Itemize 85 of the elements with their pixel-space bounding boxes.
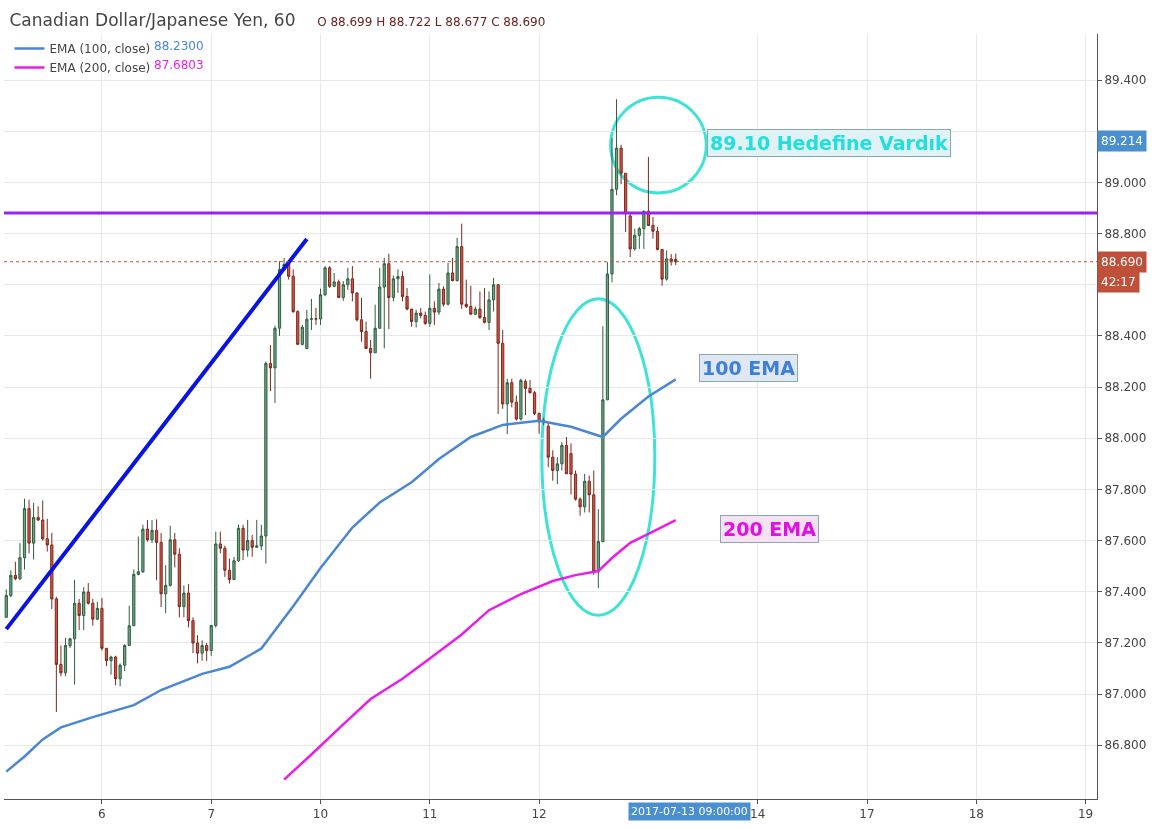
candlestick <box>109 655 113 676</box>
candlestick <box>113 655 118 686</box>
candlestick <box>455 237 459 282</box>
candlestick <box>27 499 31 554</box>
y-tick-label: 89.400 <box>1104 73 1147 88</box>
annotation: 200 EMA <box>723 518 817 540</box>
y-tick-label: 87.200 <box>1104 636 1147 651</box>
x-tick-label: 14 <box>750 807 766 822</box>
y-tick-label: 88.400 <box>1104 329 1147 344</box>
y-tick-label: 88.000 <box>1104 431 1147 446</box>
candlestick <box>382 257 386 349</box>
candlestick <box>255 519 259 549</box>
line-series <box>5 378 677 773</box>
line-series <box>282 518 677 781</box>
y-tick-label: 87.800 <box>1104 482 1147 497</box>
candlestick <box>268 344 273 392</box>
x-tick-label: 19 <box>1077 807 1094 822</box>
text: 2017-07-13 09:00:00 <box>631 805 748 818</box>
candlestick <box>460 223 464 310</box>
annotation: 89.10 Hedefine Vardık <box>710 132 949 154</box>
ref-line-label: 88.690 <box>1101 255 1143 269</box>
candlestick <box>387 253 391 330</box>
x-tick-label: 10 <box>312 807 329 822</box>
candlestick <box>145 519 150 543</box>
y-tick-label: 87.000 <box>1104 687 1147 702</box>
candlestick <box>437 282 441 316</box>
candlestick <box>628 213 632 258</box>
candlestick <box>496 284 500 415</box>
candlestick <box>332 272 336 288</box>
candlestick <box>337 279 341 299</box>
candlestick <box>200 639 204 662</box>
candlestick <box>519 378 523 422</box>
y-tick-label: 88.800 <box>1104 226 1147 241</box>
candlestick <box>423 311 427 326</box>
candlestick <box>182 584 186 618</box>
candlestick <box>505 378 509 435</box>
candlestick <box>450 257 455 282</box>
candlestick <box>205 642 209 662</box>
chart-title: Canadian Dollar/Japanese Yen, 60 <box>9 9 296 30</box>
candlestick <box>446 262 450 306</box>
candlestick <box>583 473 587 513</box>
candlestick <box>150 519 154 544</box>
candlestick <box>414 309 418 328</box>
annotation: 88.2300 <box>154 39 204 53</box>
candlestick <box>633 228 637 251</box>
candlestick <box>141 524 145 574</box>
candlestick <box>13 561 17 581</box>
candlestick <box>441 285 446 307</box>
annotation: 87.6803 <box>154 58 204 72</box>
candlestick <box>314 307 318 326</box>
candlestick <box>241 524 245 561</box>
candlestick <box>428 274 432 328</box>
y-tick-label: 87.400 <box>1104 584 1147 599</box>
candlestick <box>478 290 482 320</box>
y-tick-label: 88.200 <box>1104 380 1147 395</box>
candlestick <box>432 300 436 326</box>
candlestick <box>63 637 68 677</box>
x-tick-label: 11 <box>422 807 438 822</box>
x-tick-label: 18 <box>968 807 984 822</box>
x-tick-label: 6 <box>98 807 106 822</box>
candlestick <box>77 598 81 631</box>
x-tick-label: 7 <box>207 807 216 822</box>
candlestick <box>665 249 669 282</box>
chart-subtitle: O 88.699 H 88.722 L 88.677 C 88.690 <box>317 14 546 29</box>
candlestick <box>82 586 86 631</box>
legend-label: EMA (200, close) <box>49 61 151 76</box>
y-tick-label: 86.800 <box>1104 738 1147 753</box>
text: 89.214 <box>1101 134 1143 148</box>
candlestick <box>264 360 268 565</box>
y-tick-label: 89.000 <box>1104 175 1147 190</box>
candlestick <box>72 579 77 686</box>
x-tick-label: 17 <box>859 807 875 822</box>
candlestick <box>95 601 99 621</box>
candlestick <box>473 305 477 316</box>
candlestick <box>523 378 528 416</box>
y-tick-label: 87.600 <box>1104 533 1147 548</box>
candlestick <box>31 502 36 561</box>
candlestick <box>482 287 487 324</box>
x-tick-label: 12 <box>531 807 547 822</box>
text: 42:17 <box>1101 275 1136 289</box>
candlestick <box>246 519 250 558</box>
annotation: 100 EMA <box>702 357 796 379</box>
candlestick <box>328 265 332 289</box>
candlestick <box>250 534 254 558</box>
legend-label: EMA (100, close) <box>49 42 151 57</box>
